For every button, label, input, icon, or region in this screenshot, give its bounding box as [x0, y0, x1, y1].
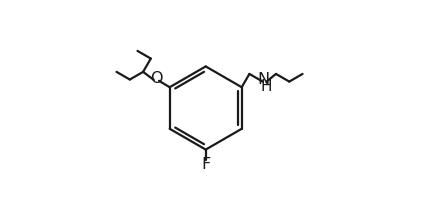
- Text: O: O: [150, 71, 163, 86]
- Text: F: F: [201, 157, 210, 172]
- Text: H: H: [261, 79, 272, 94]
- Text: N: N: [257, 71, 270, 87]
